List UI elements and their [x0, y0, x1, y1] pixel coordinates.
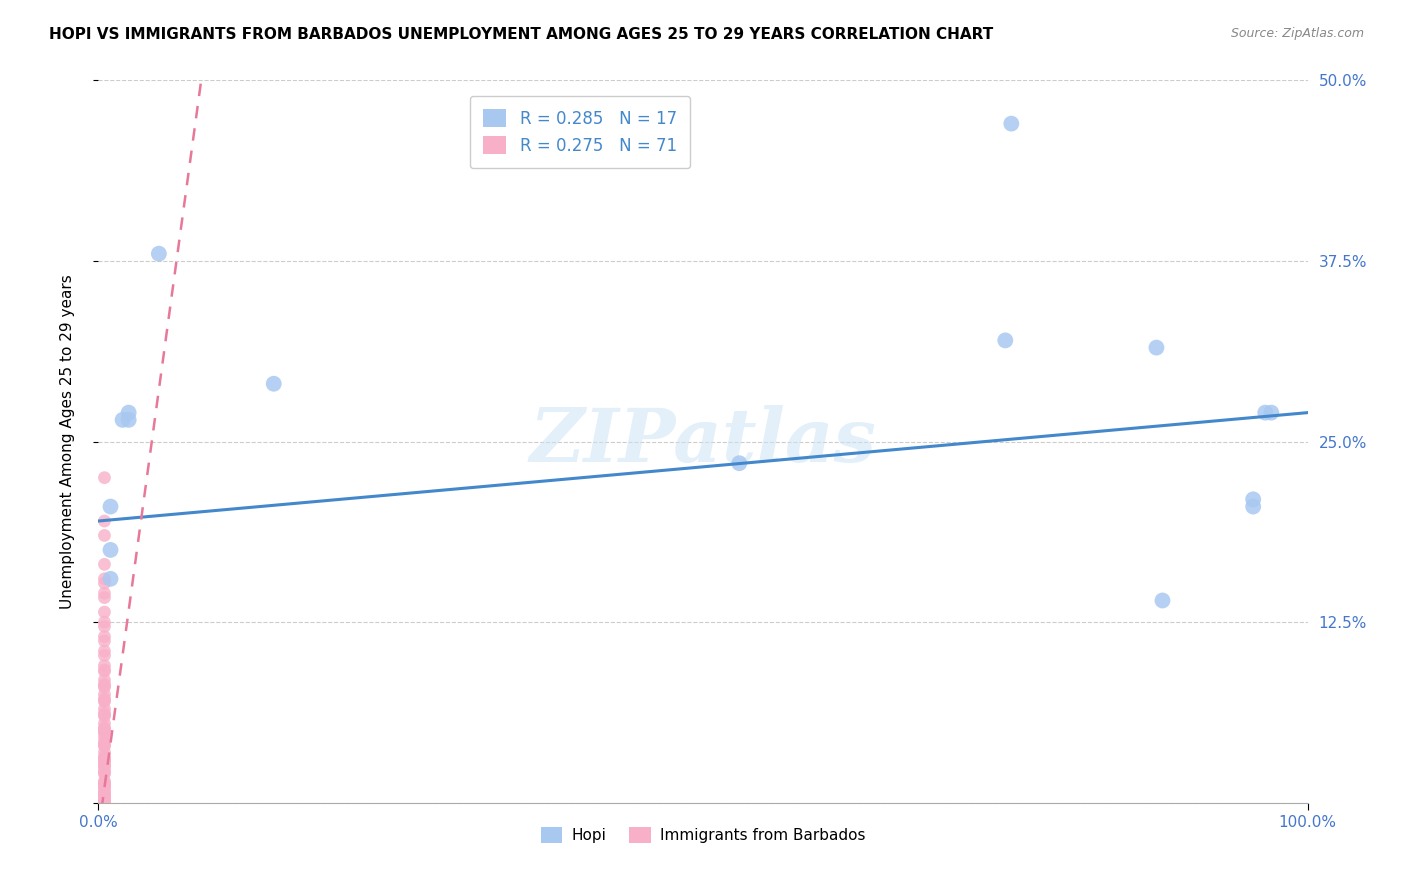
Point: [93, 789, 115, 803]
Point: [93, 752, 115, 766]
Point: [93, 693, 115, 707]
Point: [93, 784, 115, 798]
Point: [263, 376, 285, 391]
Y-axis label: Unemployment Among Ages 25 to 29 years: Unemployment Among Ages 25 to 29 years: [60, 274, 75, 609]
Point: [93, 709, 115, 723]
Point: [93, 658, 115, 673]
Point: [728, 456, 751, 470]
Point: [1260, 406, 1282, 420]
Point: [93, 775, 115, 789]
Point: [148, 246, 170, 260]
Point: [93, 796, 115, 810]
Point: [93, 765, 115, 780]
Point: [100, 542, 122, 557]
Point: [93, 737, 115, 751]
Point: [93, 722, 115, 736]
Point: [93, 572, 115, 586]
Point: [93, 796, 115, 810]
Point: [93, 721, 115, 735]
Point: [93, 695, 115, 709]
Point: [93, 793, 115, 807]
Point: [93, 630, 115, 644]
Point: [93, 591, 115, 605]
Point: [93, 777, 115, 791]
Text: ZIPatlas: ZIPatlas: [530, 405, 876, 478]
Point: [93, 739, 115, 754]
Point: [93, 679, 115, 693]
Point: [93, 648, 115, 663]
Point: [93, 605, 115, 619]
Point: [93, 780, 115, 794]
Point: [93, 723, 115, 738]
Point: [93, 760, 115, 774]
Point: [93, 706, 115, 721]
Point: [93, 680, 115, 694]
Point: [93, 786, 115, 800]
Point: [93, 751, 115, 765]
Text: HOPI VS IMMIGRANTS FROM BARBADOS UNEMPLOYMENT AMONG AGES 25 TO 29 YEARS CORRELAT: HOPI VS IMMIGRANTS FROM BARBADOS UNEMPLO…: [49, 27, 994, 42]
Point: [93, 716, 115, 731]
Point: [93, 691, 115, 706]
Point: [1152, 593, 1174, 607]
Point: [93, 745, 115, 759]
Point: [111, 413, 134, 427]
Legend: Hopi, Immigrants from Barbados: Hopi, Immigrants from Barbados: [534, 822, 872, 849]
Point: [93, 779, 115, 793]
Point: [93, 764, 115, 778]
Point: [93, 470, 115, 484]
Point: [93, 707, 115, 722]
Point: [93, 749, 115, 764]
Point: [93, 687, 115, 701]
Point: [994, 334, 1017, 348]
Point: [93, 615, 115, 630]
Point: [93, 576, 115, 591]
Point: [93, 796, 115, 810]
Point: [100, 500, 122, 514]
Point: [93, 514, 115, 528]
Point: [93, 663, 115, 677]
Point: [93, 731, 115, 745]
Point: [93, 767, 115, 781]
Point: [93, 790, 115, 805]
Point: [93, 665, 115, 679]
Point: [1254, 406, 1277, 420]
Point: [93, 528, 115, 542]
Point: [93, 796, 115, 810]
Point: [1146, 341, 1168, 355]
Point: [93, 781, 115, 796]
Point: [93, 754, 115, 768]
Point: [93, 774, 115, 789]
Point: [93, 787, 115, 801]
Point: [93, 756, 115, 770]
Point: [93, 586, 115, 600]
Point: [100, 572, 122, 586]
Point: [118, 406, 141, 420]
Point: [93, 558, 115, 572]
Text: Source: ZipAtlas.com: Source: ZipAtlas.com: [1230, 27, 1364, 40]
Point: [93, 735, 115, 749]
Point: [93, 725, 115, 739]
Point: [93, 677, 115, 691]
Point: [93, 726, 115, 740]
Point: [118, 413, 141, 427]
Point: [93, 634, 115, 648]
Point: [1241, 500, 1264, 514]
Point: [1000, 117, 1022, 131]
Point: [93, 738, 115, 752]
Point: [93, 644, 115, 658]
Point: [93, 760, 115, 774]
Point: [93, 619, 115, 633]
Point: [93, 794, 115, 808]
Point: [1241, 492, 1264, 507]
Point: [93, 791, 115, 805]
Point: [93, 702, 115, 716]
Point: [93, 756, 115, 771]
Point: [93, 673, 115, 687]
